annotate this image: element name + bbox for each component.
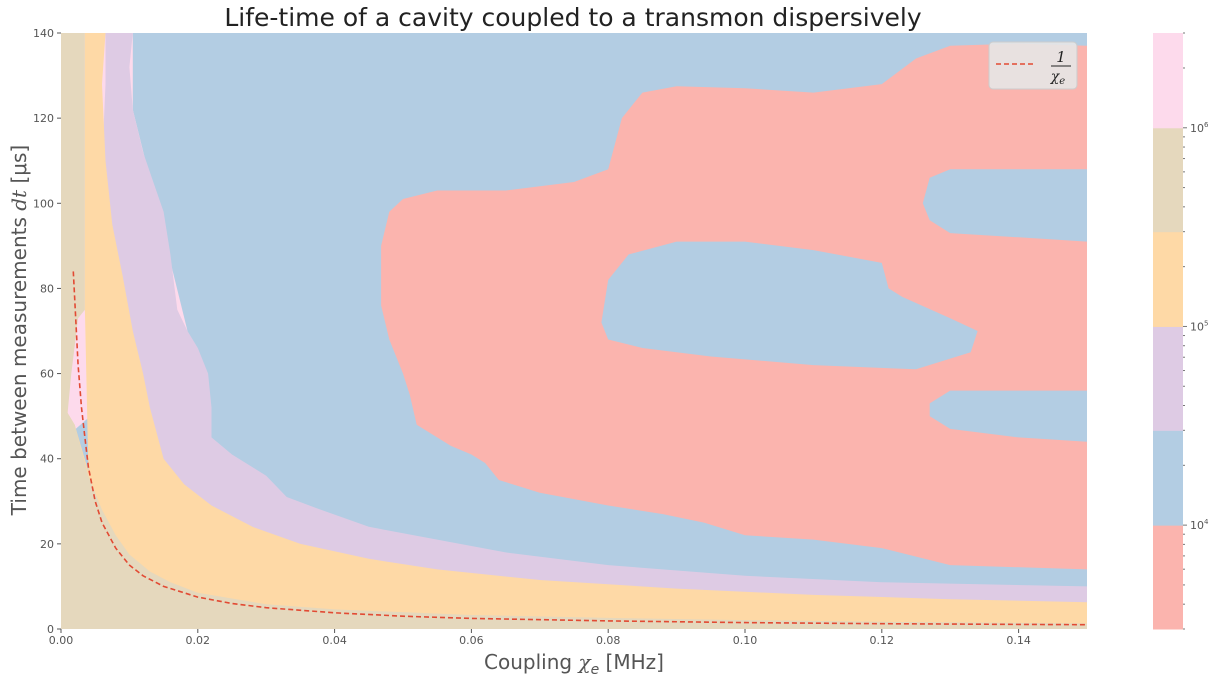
y-axis-label: Time between measurements dt [μs] <box>7 145 31 516</box>
y-tick-label: 20 <box>40 538 54 551</box>
y-tick-label: 0 <box>47 623 54 636</box>
legend-numerator: 1 <box>1056 48 1066 66</box>
colorbar-segment <box>1153 33 1183 129</box>
region-level-2-island <box>601 241 978 370</box>
colorbar-tick-label: 104 <box>1190 518 1209 532</box>
y-tick-label: 120 <box>33 112 54 125</box>
x-tick-label: 0.10 <box>733 634 758 647</box>
x-tick-label: 0.12 <box>870 634 895 647</box>
colorbar-tick-label: 105 <box>1190 319 1208 333</box>
series-line <box>72 271 1088 626</box>
x-tick-label: 0.14 <box>1006 634 1031 647</box>
y-tick-label: 40 <box>40 453 54 466</box>
legend-box <box>988 41 1078 90</box>
region-level-5-lower <box>61 407 1087 629</box>
inverse-chi-curve <box>72 271 1088 626</box>
colorbar-segment <box>1153 231 1183 327</box>
x-axis: 0.00 0.02 0.04 0.06 0.08 0.10 0.12 0.14 <box>49 629 1031 647</box>
region-level-4 <box>61 33 1087 629</box>
x-tick-label: 0.00 <box>49 634 74 647</box>
colorbar-segment <box>1153 127 1183 233</box>
x-tick-label: 0.04 <box>322 634 347 647</box>
region-level-2-island <box>929 390 1087 442</box>
contour-regions <box>61 33 1088 629</box>
y-axis: 0 20 40 60 80 100 120 140 <box>33 27 61 636</box>
legend-symbol: χe <box>1050 69 1065 87</box>
colorbar-segment <box>1153 525 1183 630</box>
plot-area <box>61 33 1088 629</box>
x-tick-label: 0.02 <box>186 634 211 647</box>
region-level-5-upper <box>61 33 85 442</box>
region-level-2-island <box>847 33 1087 76</box>
colorbar: 104 105 106 <box>1153 32 1209 630</box>
x-axis-label: Coupling χe [MHz] <box>484 650 664 678</box>
colorbar-tick-label: 106 <box>1190 121 1209 135</box>
colorbar-segment <box>1153 326 1183 431</box>
legend: 1 χe <box>988 41 1078 90</box>
y-tick-label: 60 <box>40 368 54 381</box>
y-tick-label: 100 <box>33 197 54 210</box>
y-tick-label: 80 <box>40 282 54 295</box>
x-tick-label: 0.06 <box>459 634 484 647</box>
colorbar-segment <box>1153 430 1183 526</box>
x-tick-label: 0.08 <box>596 634 621 647</box>
region-level-2-island <box>922 169 1087 242</box>
chart-title: Life-time of a cavity coupled to a trans… <box>224 3 922 32</box>
y-tick-label: 140 <box>33 27 54 40</box>
